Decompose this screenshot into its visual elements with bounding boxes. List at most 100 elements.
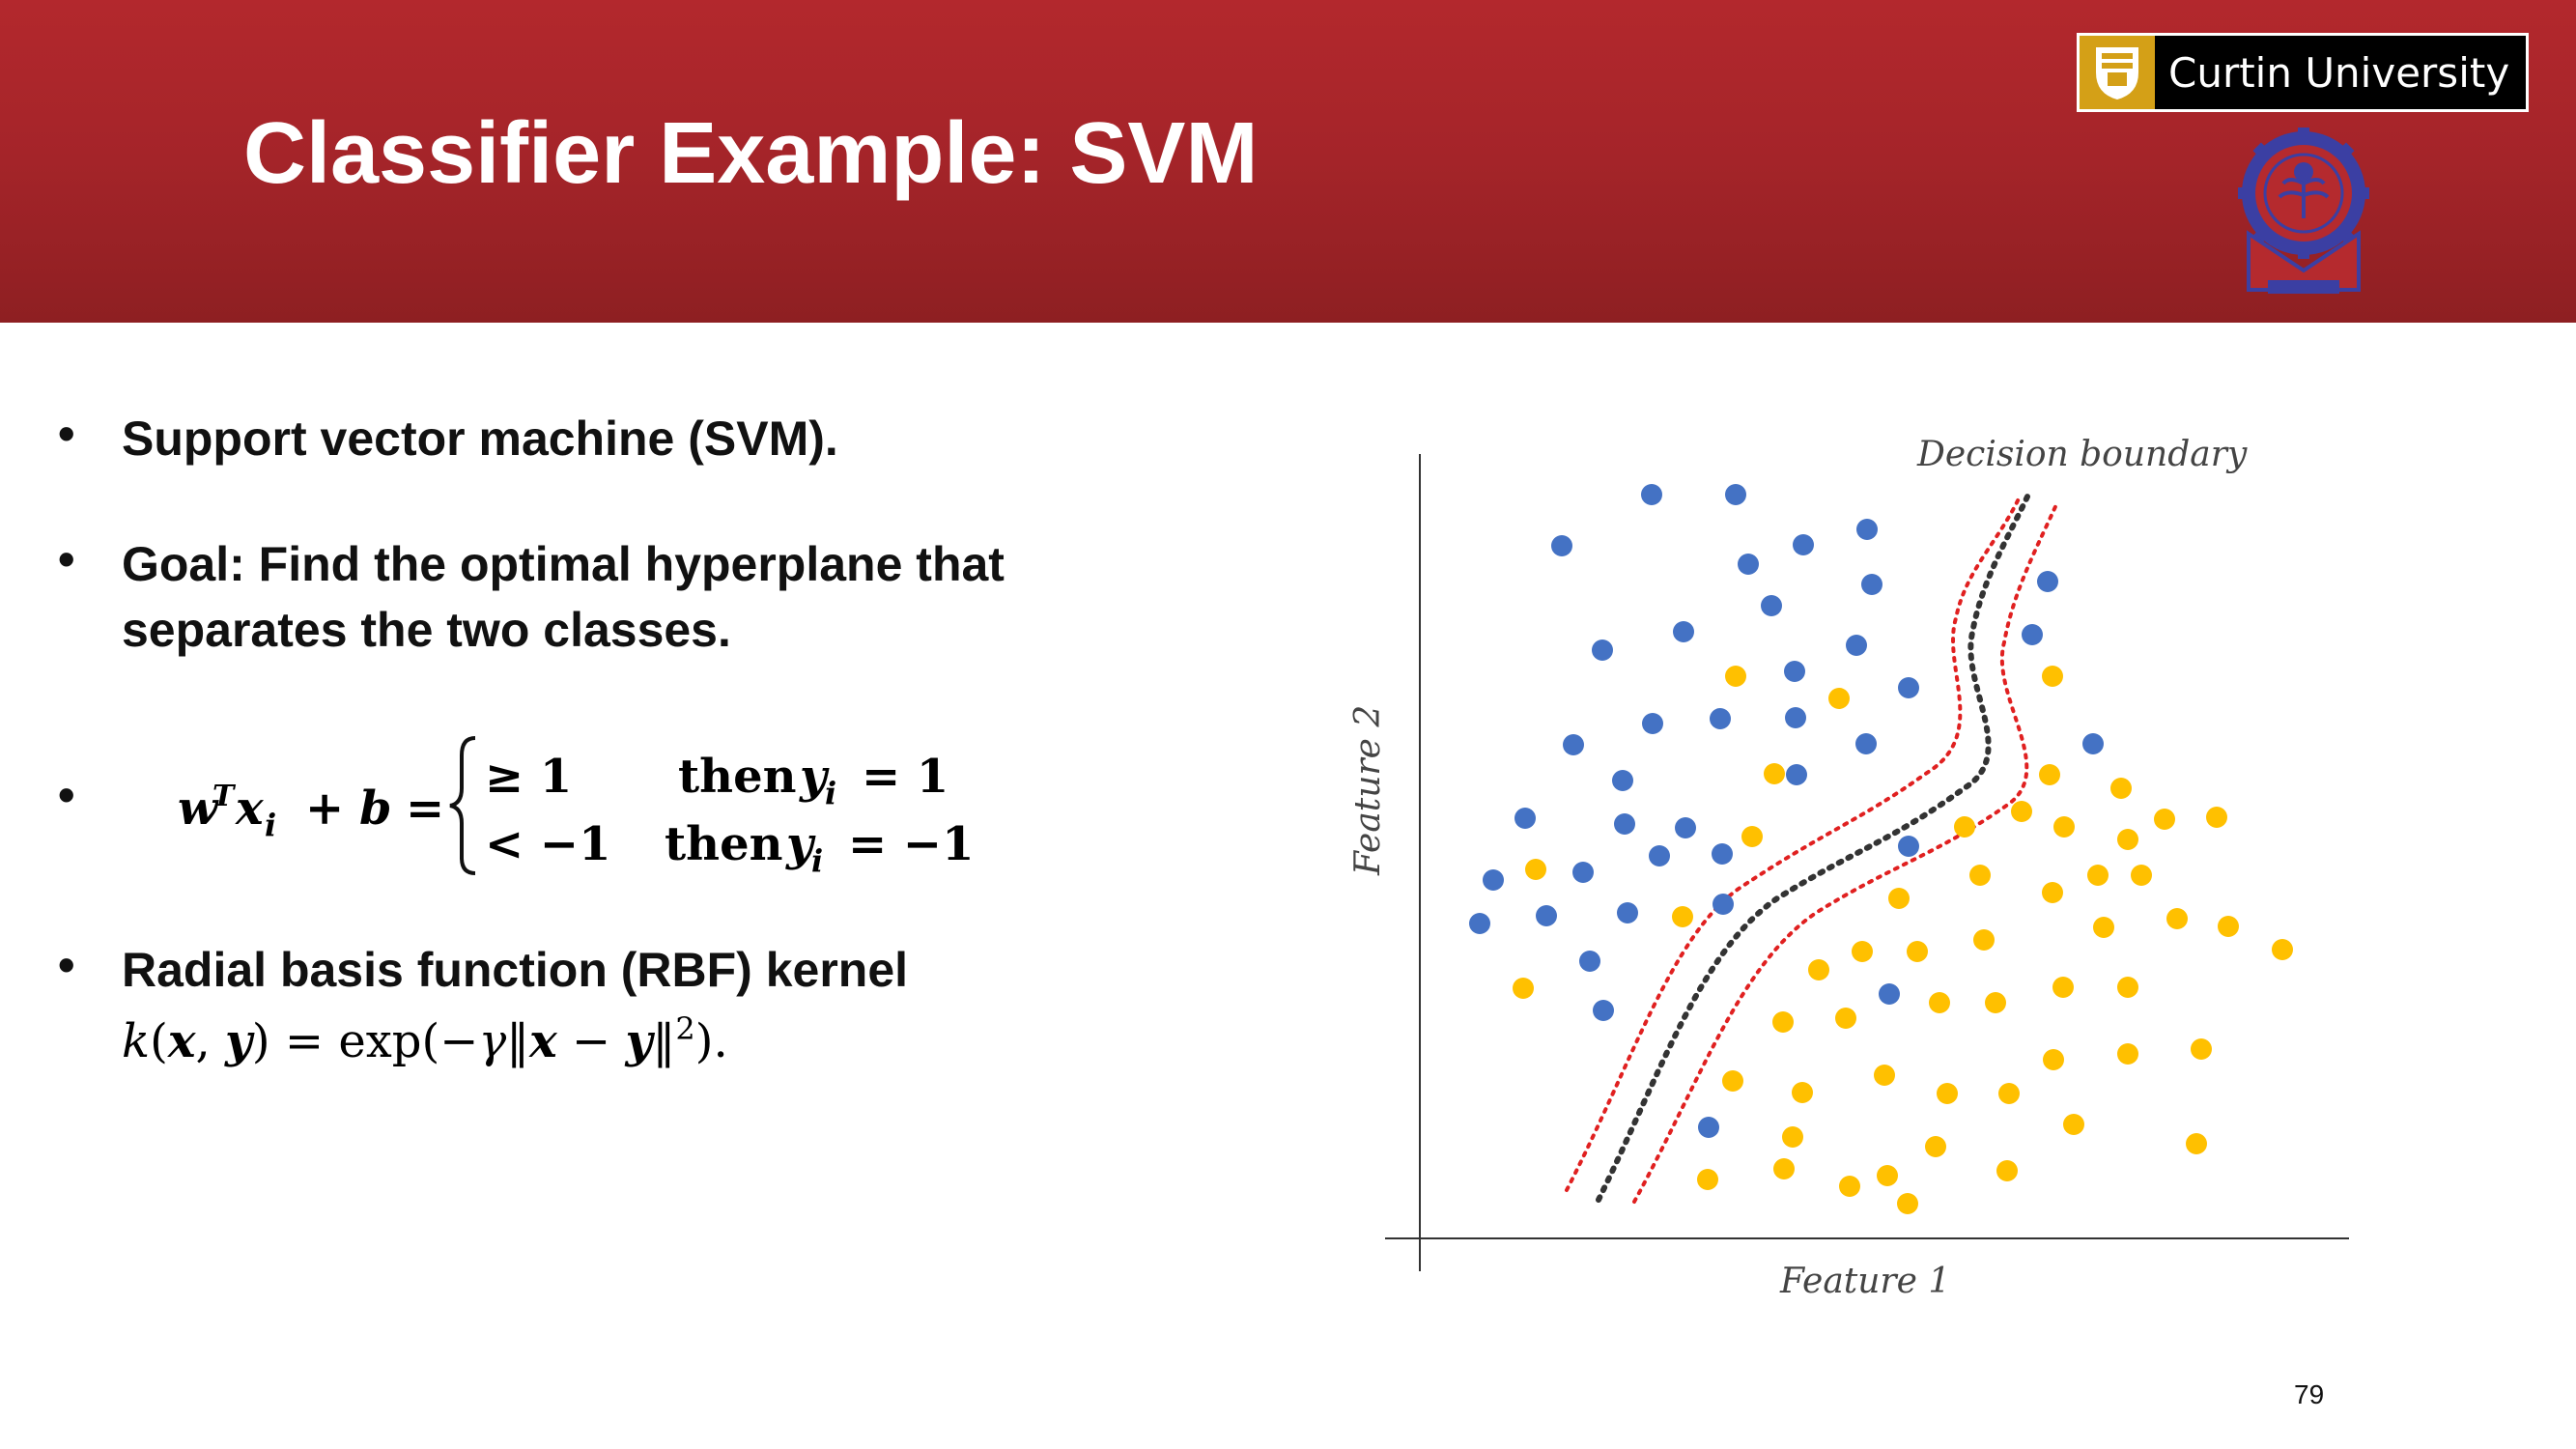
yellow-data-point	[1672, 906, 1693, 927]
case1-subscript-i: i	[825, 775, 836, 811]
bullet-text-line2: separates the two classes.	[122, 603, 731, 657]
yellow-data-point	[1852, 941, 1873, 962]
decision-rule-formula: w T x i + b = ≥ 1 then y i = 1 < −1 then…	[178, 736, 975, 879]
yellow-data-point	[1782, 1126, 1803, 1148]
blue-data-point	[1642, 713, 1663, 734]
blue-data-point	[1738, 554, 1759, 575]
institute-seal-icon	[2238, 128, 2369, 294]
formula-x: x	[235, 781, 265, 836]
blue-data-point	[1879, 983, 1900, 1005]
blue-data-point	[1698, 1117, 1719, 1138]
yellow-data-point	[2053, 816, 2075, 838]
yellow-data-point	[2154, 809, 2175, 830]
yellow-data-point	[1937, 1083, 1958, 1104]
yellow-data-point	[1925, 1136, 1946, 1157]
y-axis-label: Feature 2	[1348, 705, 1388, 876]
case1-then: then	[678, 750, 797, 804]
case1-condition: ≥ 1	[485, 750, 572, 804]
formula-superscript-T: T	[212, 780, 237, 813]
formula-plus: +	[305, 781, 344, 836]
yellow-data-point	[1525, 859, 1546, 880]
blue-data-point	[1898, 677, 1919, 698]
yellow-data-point	[1907, 941, 1928, 962]
yellow-data-point	[2063, 1114, 2084, 1135]
blue-data-point	[1861, 574, 1882, 595]
bullet-text-line1: Goal: Find the optimal hyperplane that	[122, 537, 1005, 591]
blue-data-point	[1710, 708, 1731, 729]
yellow-data-point	[1513, 978, 1534, 999]
blue-data-point	[1856, 519, 1878, 540]
yellow-data-point	[2110, 778, 2132, 799]
blue-data-point	[1712, 843, 1733, 865]
yellow-data-point	[2117, 977, 2138, 998]
blue-data-point	[1846, 635, 1867, 656]
yellow-data-point	[1839, 1176, 1860, 1197]
yellow-data-point	[2206, 807, 2227, 828]
yellow-data-point	[1998, 1083, 2020, 1104]
blue-data-point	[1563, 734, 1584, 755]
curtin-logo: Curtin University	[2077, 33, 2529, 112]
yellow-data-point	[2093, 917, 2114, 938]
yellow-data-point	[1741, 826, 1763, 847]
bullet-text: Goal: Find the optimal hyperplane that s…	[122, 531, 1005, 663]
blue-data-point	[1592, 639, 1613, 661]
blue-data-point	[1641, 484, 1662, 505]
formula-w: w	[178, 781, 219, 836]
yellow-data-point	[1697, 1169, 1718, 1190]
yellow-data-point	[1808, 959, 1829, 980]
yellow-data-point	[1969, 865, 1991, 886]
blue-data-point	[1713, 894, 1734, 915]
yellow-data-point	[2043, 1049, 2064, 1070]
case1-value: = 1	[862, 750, 948, 804]
slide-title: Classifier Example: SVM	[243, 105, 1259, 202]
yellow-data-point	[2039, 764, 2060, 785]
blue-data-point	[1675, 817, 1696, 838]
blue-data-point	[1514, 808, 1536, 829]
blue-data-point	[1612, 770, 1633, 791]
yellow-data-point	[1954, 816, 1975, 838]
yellow-data-point	[1722, 1070, 1743, 1092]
decision-boundary-line	[1596, 492, 2031, 1203]
yellow-data-point	[1772, 1011, 1794, 1033]
formula-b: b	[359, 781, 392, 836]
blue-data-point	[1617, 902, 1638, 923]
yellow-data-point	[2011, 801, 2032, 822]
blue-data-point	[1551, 535, 1572, 556]
yellow-data-point	[1764, 763, 1785, 784]
blue-data-point	[1793, 534, 1814, 555]
yellow-data-point	[2131, 865, 2152, 886]
yellow-data-point	[1897, 1193, 1918, 1214]
blue-data-point	[1593, 1000, 1614, 1021]
rbf-kernel-formula: k(x, y) = exp(−γ‖x − y‖2).	[122, 1010, 728, 1068]
yellow-data-point	[2186, 1133, 2207, 1154]
blue-data-point	[1855, 733, 1877, 754]
decision-boundary-label: Decision boundary	[1916, 435, 2248, 474]
blue-data-point	[1673, 621, 1694, 642]
yellow-data-point	[2042, 882, 2063, 903]
blue-data-point	[2037, 571, 2058, 592]
blue-data-point	[1469, 913, 1490, 934]
blue-data-point	[1898, 836, 1919, 857]
margin-line-right	[1632, 500, 2059, 1204]
blue-data-point	[1784, 661, 1805, 682]
yellow-data-point	[1877, 1165, 1898, 1186]
blue-data-point	[1649, 845, 1670, 867]
curtin-logo-text: Curtin University	[2168, 48, 2510, 97]
yellow-data-point	[2272, 939, 2293, 960]
case2-then: then	[665, 817, 783, 871]
yellow-data-point	[2218, 916, 2239, 937]
formula-equals: =	[406, 781, 444, 836]
yellow-data-point	[2087, 865, 2109, 886]
case2-y: y	[785, 817, 816, 871]
yellow-data-point	[1929, 992, 1950, 1013]
bullet-text: Radial basis function (RBF) kernel	[122, 943, 909, 997]
yellow-data-point	[1725, 666, 1746, 687]
yellow-data-point	[1828, 688, 1850, 709]
formula-subscript-i: i	[265, 807, 276, 843]
yellow-data-point	[2052, 977, 2074, 998]
yellow-data-point	[2117, 829, 2138, 850]
yellow-data-point	[1874, 1065, 1895, 1086]
blue-data-point	[1579, 951, 1600, 972]
slide-header: Classifier Example: SVM Curtin Universit…	[0, 0, 2576, 323]
rbf-formula-text: k(x, y) = exp(−γ‖x − y‖2).	[122, 1010, 728, 1068]
